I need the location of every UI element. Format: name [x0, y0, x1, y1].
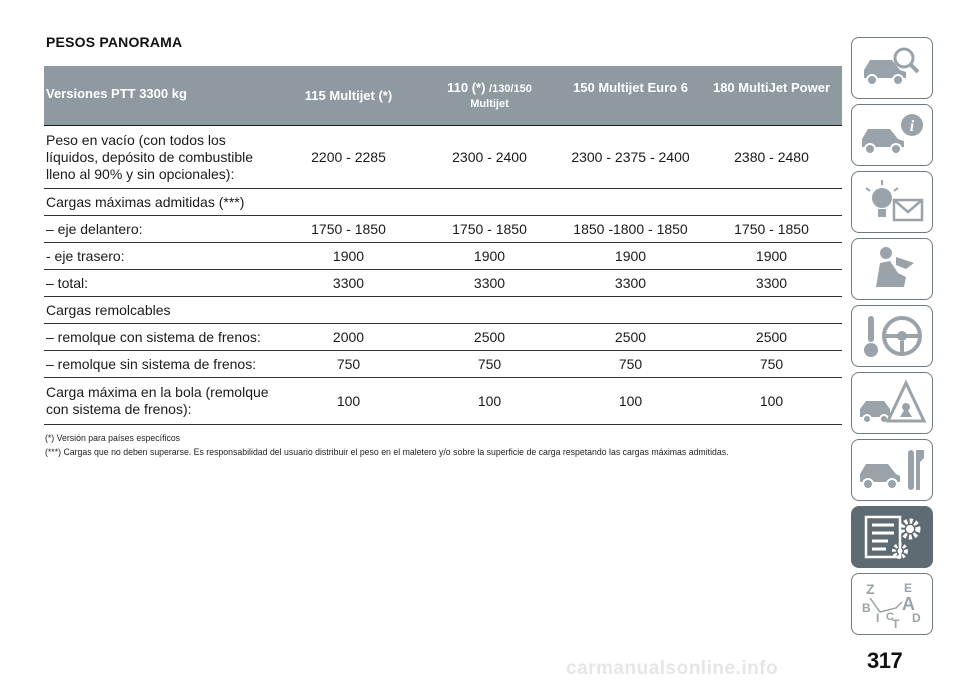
table-row-rear-axle: - eje trasero: 1900 1900 1900 1900 [44, 242, 842, 270]
car-info-icon: i [862, 114, 923, 155]
page-number: 317 [867, 648, 903, 673]
table-row-tow-ball-load: Carga máxima en la bola (remolque con si… [44, 377, 842, 425]
cell-value: 3300 [278, 269, 419, 297]
header-130-150-label: /130/150 [489, 83, 532, 95]
cell-value [278, 188, 419, 216]
row-label: – total: [44, 269, 278, 297]
footnote-max-loads: (***) Cargas que no deben superarse. Es … [45, 447, 729, 458]
tab-seat-airbag[interactable] [851, 238, 933, 300]
cell-value: 1900 [560, 242, 701, 270]
table-row-total: – total: 3300 3300 3300 3300 [44, 269, 842, 297]
svg-text:I: I [876, 611, 879, 625]
table-row-empty-weight: Peso en vacío (con todos los líquidos, d… [44, 125, 842, 189]
row-label: Cargas máximas admitidas (***) [44, 188, 278, 216]
cell-value [560, 188, 701, 216]
row-label: Peso en vacío (con todos los líquidos, d… [44, 125, 278, 189]
tab-specifications[interactable] [851, 506, 933, 568]
cell-value: 1900 [701, 242, 842, 270]
row-label: Carga máxima en la bola (remolque con si… [44, 377, 278, 425]
table-row-trailer-without-brakes: – remolque sin sistema de frenos: 750 75… [44, 350, 842, 378]
cell-value: 2300 - 2375 - 2400 [560, 125, 701, 189]
cell-value [560, 296, 701, 324]
table-header: Versiones PTT 3300 kg 115 Multijet (*) 1… [44, 66, 842, 126]
row-label: Cargas remolcables [44, 296, 278, 324]
tab-car-info[interactable]: i [851, 104, 933, 166]
cell-value: 2000 [278, 323, 419, 351]
cell-value: 2500 [560, 323, 701, 351]
cell-value [278, 296, 419, 324]
header-180-multijet-power: 180 MultiJet Power [701, 66, 842, 126]
cell-value: 3300 [560, 269, 701, 297]
row-label: – remolque sin sistema de frenos: [44, 350, 278, 378]
warning-lights-icon [865, 180, 924, 222]
watermark: carmanualsonline.info [566, 658, 779, 679]
header-multijet-label: Multijet [470, 98, 509, 110]
tab-car-search[interactable] [851, 37, 933, 99]
footnote-countries: (*) Versión para países específicos [45, 433, 181, 444]
seat-airbag-icon [876, 247, 914, 287]
cell-value: 3300 [701, 269, 842, 297]
cell-value: 750 [701, 350, 842, 378]
cell-value [701, 188, 842, 216]
cell-value: 750 [419, 350, 560, 378]
cell-value: 1900 [419, 242, 560, 270]
header-115-multijet: 115 Multijet (*) [278, 66, 419, 126]
header-150-multijet-euro6: 150 Multijet Euro 6 [560, 66, 701, 126]
table-row-front-axle: – eje delantero: 1750 - 1850 1750 - 1850… [44, 215, 842, 243]
cell-value: 1750 - 1850 [419, 215, 560, 243]
cell-value: 100 [560, 377, 701, 425]
cell-value: 750 [278, 350, 419, 378]
svg-text:B: B [862, 601, 871, 615]
row-label: – eje delantero: [44, 215, 278, 243]
header-115-label: 115 Multijet (*) [304, 88, 393, 103]
table-body: Peso en vacío (con todos los líquidos, d… [44, 125, 842, 425]
cell-value: 100 [278, 377, 419, 425]
cell-value [419, 296, 560, 324]
section-title: PESOS PANORAMA [46, 34, 183, 50]
svg-text:C: C [886, 611, 894, 623]
cell-value [419, 188, 560, 216]
svg-text:D: D [912, 611, 921, 625]
cell-value: 100 [419, 377, 560, 425]
tab-index[interactable]: Z E B A I C T D [851, 573, 933, 635]
table-row-max-loads: Cargas máximas admitidas (***) [44, 188, 842, 216]
cell-value [701, 296, 842, 324]
cell-value: 1850 -1800 - 1850 [560, 215, 701, 243]
footnotes: (*) Versión para países específicos (***… [45, 432, 781, 460]
tab-steering-key[interactable] [851, 305, 933, 367]
cell-value: 2200 - 2285 [278, 125, 419, 189]
header-110-label: 110 (*) [447, 80, 490, 95]
specifications-gear-icon [864, 515, 921, 559]
table-row-towable-loads: Cargas remolcables [44, 296, 842, 324]
cell-value: 2300 - 2400 [419, 125, 560, 189]
tab-breakdown[interactable] [851, 372, 933, 434]
car-tools-icon [860, 450, 924, 490]
car-search-icon [864, 47, 920, 86]
svg-text:Z: Z [866, 581, 875, 597]
cell-value: 100 [701, 377, 842, 425]
svg-text:A: A [902, 594, 915, 614]
cell-value: 2500 [419, 323, 560, 351]
cell-value: 1900 [278, 242, 419, 270]
cell-value: 2380 - 2480 [701, 125, 842, 189]
tab-car-tools[interactable] [851, 439, 933, 501]
header-versions: Versiones PTT 3300 kg [44, 66, 278, 126]
svg-text:i: i [910, 118, 915, 135]
cell-value: 1750 - 1850 [278, 215, 419, 243]
svg-text:E: E [904, 581, 912, 595]
cell-value: 1750 - 1850 [701, 215, 842, 243]
car-breakdown-warning-icon [860, 379, 927, 424]
alphabetical-index-icon: Z E B A I C T D [862, 581, 921, 630]
steering-wheel-key-icon [864, 316, 922, 357]
cell-value: 3300 [419, 269, 560, 297]
row-label: – remolque con sistema de frenos: [44, 323, 278, 351]
weights-table: Versiones PTT 3300 kg 115 Multijet (*) 1… [44, 66, 842, 425]
cell-value: 2500 [701, 323, 842, 351]
header-110-130-150-multijet: 110 (*) /130/150 Multijet [419, 66, 560, 126]
tab-warning-lights[interactable] [851, 171, 933, 233]
cell-value: 750 [560, 350, 701, 378]
row-label: - eje trasero: [44, 242, 278, 270]
svg-text:T: T [892, 617, 900, 630]
table-row-trailer-with-brakes: – remolque con sistema de frenos: 2000 2… [44, 323, 842, 351]
